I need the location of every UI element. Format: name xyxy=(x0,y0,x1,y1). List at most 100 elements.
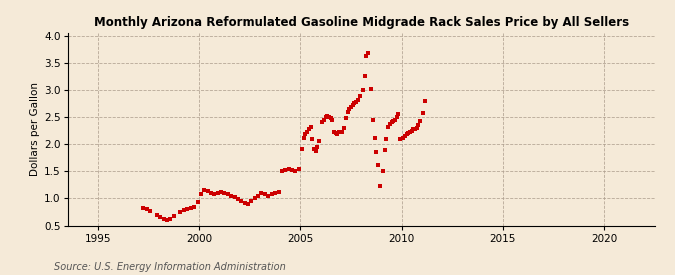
Point xyxy=(371,150,382,155)
Point xyxy=(360,54,371,59)
Point xyxy=(331,131,341,136)
Point xyxy=(205,191,216,195)
Point xyxy=(349,101,360,106)
Point xyxy=(386,120,397,125)
Point xyxy=(178,208,189,213)
Point xyxy=(152,213,163,217)
Point xyxy=(243,202,254,206)
Point xyxy=(195,192,206,196)
Point xyxy=(188,204,200,209)
Point xyxy=(369,136,380,140)
Point xyxy=(410,127,421,131)
Point xyxy=(340,116,351,120)
Point xyxy=(296,146,307,151)
Point xyxy=(346,105,356,109)
Point xyxy=(324,115,335,119)
Point xyxy=(339,126,350,130)
Point xyxy=(165,217,176,221)
Point xyxy=(344,107,355,111)
Point xyxy=(312,145,323,149)
Point xyxy=(229,195,240,199)
Point xyxy=(202,189,213,193)
Point xyxy=(284,166,294,171)
Point xyxy=(250,196,261,200)
Point xyxy=(408,127,418,131)
Title: Monthly Arizona Reformulated Gasoline Midgrade Rack Sales Price by All Sellers: Monthly Arizona Reformulated Gasoline Mi… xyxy=(94,16,628,29)
Point xyxy=(215,190,226,194)
Point xyxy=(379,147,390,152)
Point xyxy=(398,136,408,140)
Point xyxy=(305,125,316,129)
Point xyxy=(320,115,331,119)
Point xyxy=(325,116,336,120)
Point xyxy=(347,103,358,107)
Point xyxy=(406,128,417,133)
Point xyxy=(337,130,348,134)
Point xyxy=(279,168,290,172)
Point xyxy=(319,117,329,122)
Point xyxy=(367,117,378,122)
Point xyxy=(223,192,234,196)
Point xyxy=(352,98,363,102)
Point xyxy=(401,132,412,137)
Point xyxy=(329,130,340,134)
Point xyxy=(169,214,180,218)
Point xyxy=(300,132,310,137)
Point xyxy=(198,188,209,192)
Point xyxy=(354,94,365,99)
Point xyxy=(233,197,244,202)
Point xyxy=(263,194,274,198)
Point xyxy=(342,109,353,114)
Point xyxy=(213,191,223,195)
Point xyxy=(389,118,400,122)
Point xyxy=(383,125,394,129)
Point xyxy=(273,190,284,194)
Point xyxy=(144,209,155,213)
Point xyxy=(415,119,426,123)
Point xyxy=(298,136,309,140)
Point xyxy=(286,168,297,172)
Point xyxy=(142,207,153,211)
Point xyxy=(392,115,402,119)
Point xyxy=(366,87,377,91)
Point xyxy=(375,184,385,189)
Point xyxy=(266,192,277,196)
Point xyxy=(185,205,196,210)
Point xyxy=(294,166,304,171)
Point xyxy=(420,98,431,103)
Point xyxy=(377,169,388,174)
Point xyxy=(385,121,396,126)
Point xyxy=(225,194,236,198)
Point xyxy=(418,111,429,115)
Point xyxy=(359,74,370,79)
Point xyxy=(306,137,317,141)
Point xyxy=(322,114,333,118)
Point xyxy=(236,199,246,203)
Point xyxy=(411,126,423,130)
Point xyxy=(362,51,373,55)
Point xyxy=(308,146,319,151)
Point xyxy=(381,137,392,141)
Point xyxy=(175,210,186,214)
Point xyxy=(253,194,264,198)
Y-axis label: Dollars per Gallon: Dollars per Gallon xyxy=(30,82,40,176)
Point xyxy=(256,191,267,195)
Point xyxy=(239,200,250,205)
Point xyxy=(310,148,321,153)
Point xyxy=(138,206,148,210)
Point xyxy=(276,169,287,174)
Point xyxy=(290,169,301,174)
Point xyxy=(317,120,327,125)
Point xyxy=(162,218,173,222)
Point xyxy=(209,192,220,196)
Point xyxy=(387,119,398,123)
Point xyxy=(405,130,416,134)
Point xyxy=(155,215,165,219)
Point xyxy=(403,131,414,136)
Point xyxy=(334,130,345,134)
Point xyxy=(192,200,203,204)
Point xyxy=(400,134,410,138)
Point xyxy=(269,191,281,195)
Point xyxy=(327,117,338,122)
Point xyxy=(351,100,362,104)
